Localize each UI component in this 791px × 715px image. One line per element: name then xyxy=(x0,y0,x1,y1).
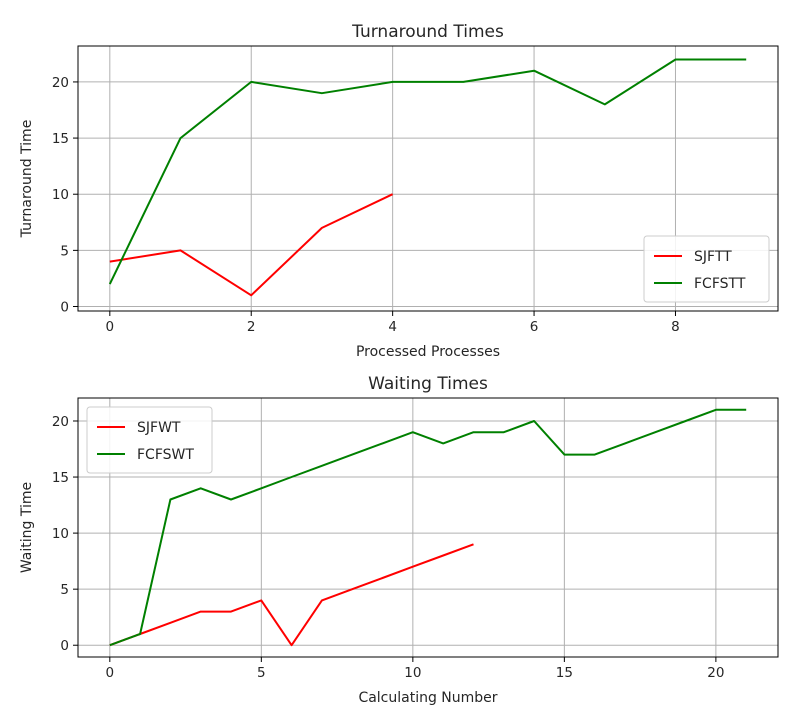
waiting-times-x-tick-label-10: 10 xyxy=(404,665,421,681)
waiting-times-y-axis-label: Waiting Time xyxy=(19,482,35,573)
waiting-times-y-tick-label-5: 5 xyxy=(60,582,69,598)
turnaround-times-x-axis-label: Processed Processes xyxy=(356,344,500,360)
turnaround-times-legend-box xyxy=(643,235,770,303)
waiting-times-x-tick-label-5: 5 xyxy=(257,665,266,681)
turnaround-times-x-tick-label-4: 4 xyxy=(388,319,397,335)
waiting-times-y-tick-label-15: 15 xyxy=(52,470,69,486)
waiting-times-x-tick-label-15: 15 xyxy=(556,665,573,681)
waiting-times-x-tick-label-20: 20 xyxy=(707,665,724,681)
turnaround-times-y-axis-label: Turnaround Time xyxy=(19,120,35,239)
turnaround-times-series-sjftt xyxy=(109,193,394,297)
waiting-times-legend-label-sjfwt: SJFWT xyxy=(137,420,181,436)
waiting-times-legend: SJFWT FCFSWT xyxy=(86,406,213,474)
turnaround-times-chart: 0 2 4 6 8 0 5 10 15 20 Turnaround Times Processed P… xyxy=(19,22,779,360)
waiting-times-legend-label-fcfswt: FCFSWT xyxy=(137,447,194,463)
waiting-times-chart: 0 5 10 15 20 0 5 10 15 20 Waiting Times Calculating… xyxy=(19,374,779,706)
waiting-times-x-axis-label: Calculating Number xyxy=(358,690,497,706)
turnaround-times-legend-label-fcfstt: FCFSTT xyxy=(694,276,746,292)
waiting-times-series-sjfwt xyxy=(109,543,474,647)
turnaround-times-legend: SJFTT FCFSTT xyxy=(643,235,770,303)
waiting-times-y-tick-label-20: 20 xyxy=(52,414,69,430)
turnaround-times-x-tick-label-6: 6 xyxy=(530,319,539,335)
turnaround-times-y-tick-label-5: 5 xyxy=(60,243,69,259)
turnaround-times-x-tick-label-0: 0 xyxy=(106,319,115,335)
turnaround-times-y-tick-label-15: 15 xyxy=(52,131,69,147)
turnaround-times-plot-frame xyxy=(77,45,779,312)
waiting-times-title: Waiting Times xyxy=(368,374,488,394)
turnaround-times-x-tick-label-8: 8 xyxy=(671,319,680,335)
turnaround-times-title: Turnaround Times xyxy=(351,22,504,42)
waiting-times-y-tick-label-0: 0 xyxy=(60,638,69,654)
waiting-times-series-fcfswt xyxy=(109,408,747,647)
turnaround-times-x-tick-label-2: 2 xyxy=(247,319,256,335)
turnaround-times-series-fcfstt xyxy=(108,58,747,285)
turnaround-times-legend-label-sjftt: SJFTT xyxy=(694,249,732,265)
turnaround-times-y-tick-label-20: 20 xyxy=(52,75,69,91)
waiting-times-x-tick-label-0: 0 xyxy=(106,665,115,681)
waiting-times-plot-frame xyxy=(77,397,779,658)
turnaround-times-y-tick-label-10: 10 xyxy=(52,187,69,203)
waiting-times-legend-box xyxy=(86,406,213,474)
waiting-times-y-tick-label-10: 10 xyxy=(52,526,69,542)
turnaround-times-y-tick-label-0: 0 xyxy=(60,300,69,316)
